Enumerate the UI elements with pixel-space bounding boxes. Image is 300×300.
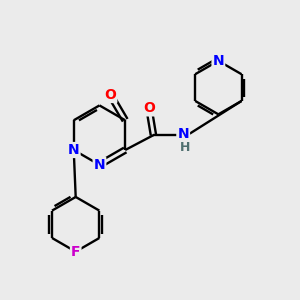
- Text: N: N: [94, 158, 105, 172]
- Text: N: N: [177, 127, 189, 141]
- Text: N: N: [212, 54, 224, 68]
- Text: O: O: [104, 88, 116, 102]
- Text: O: O: [143, 101, 155, 116]
- Text: F: F: [71, 245, 80, 259]
- Text: H: H: [179, 141, 190, 154]
- Text: N: N: [68, 143, 80, 157]
